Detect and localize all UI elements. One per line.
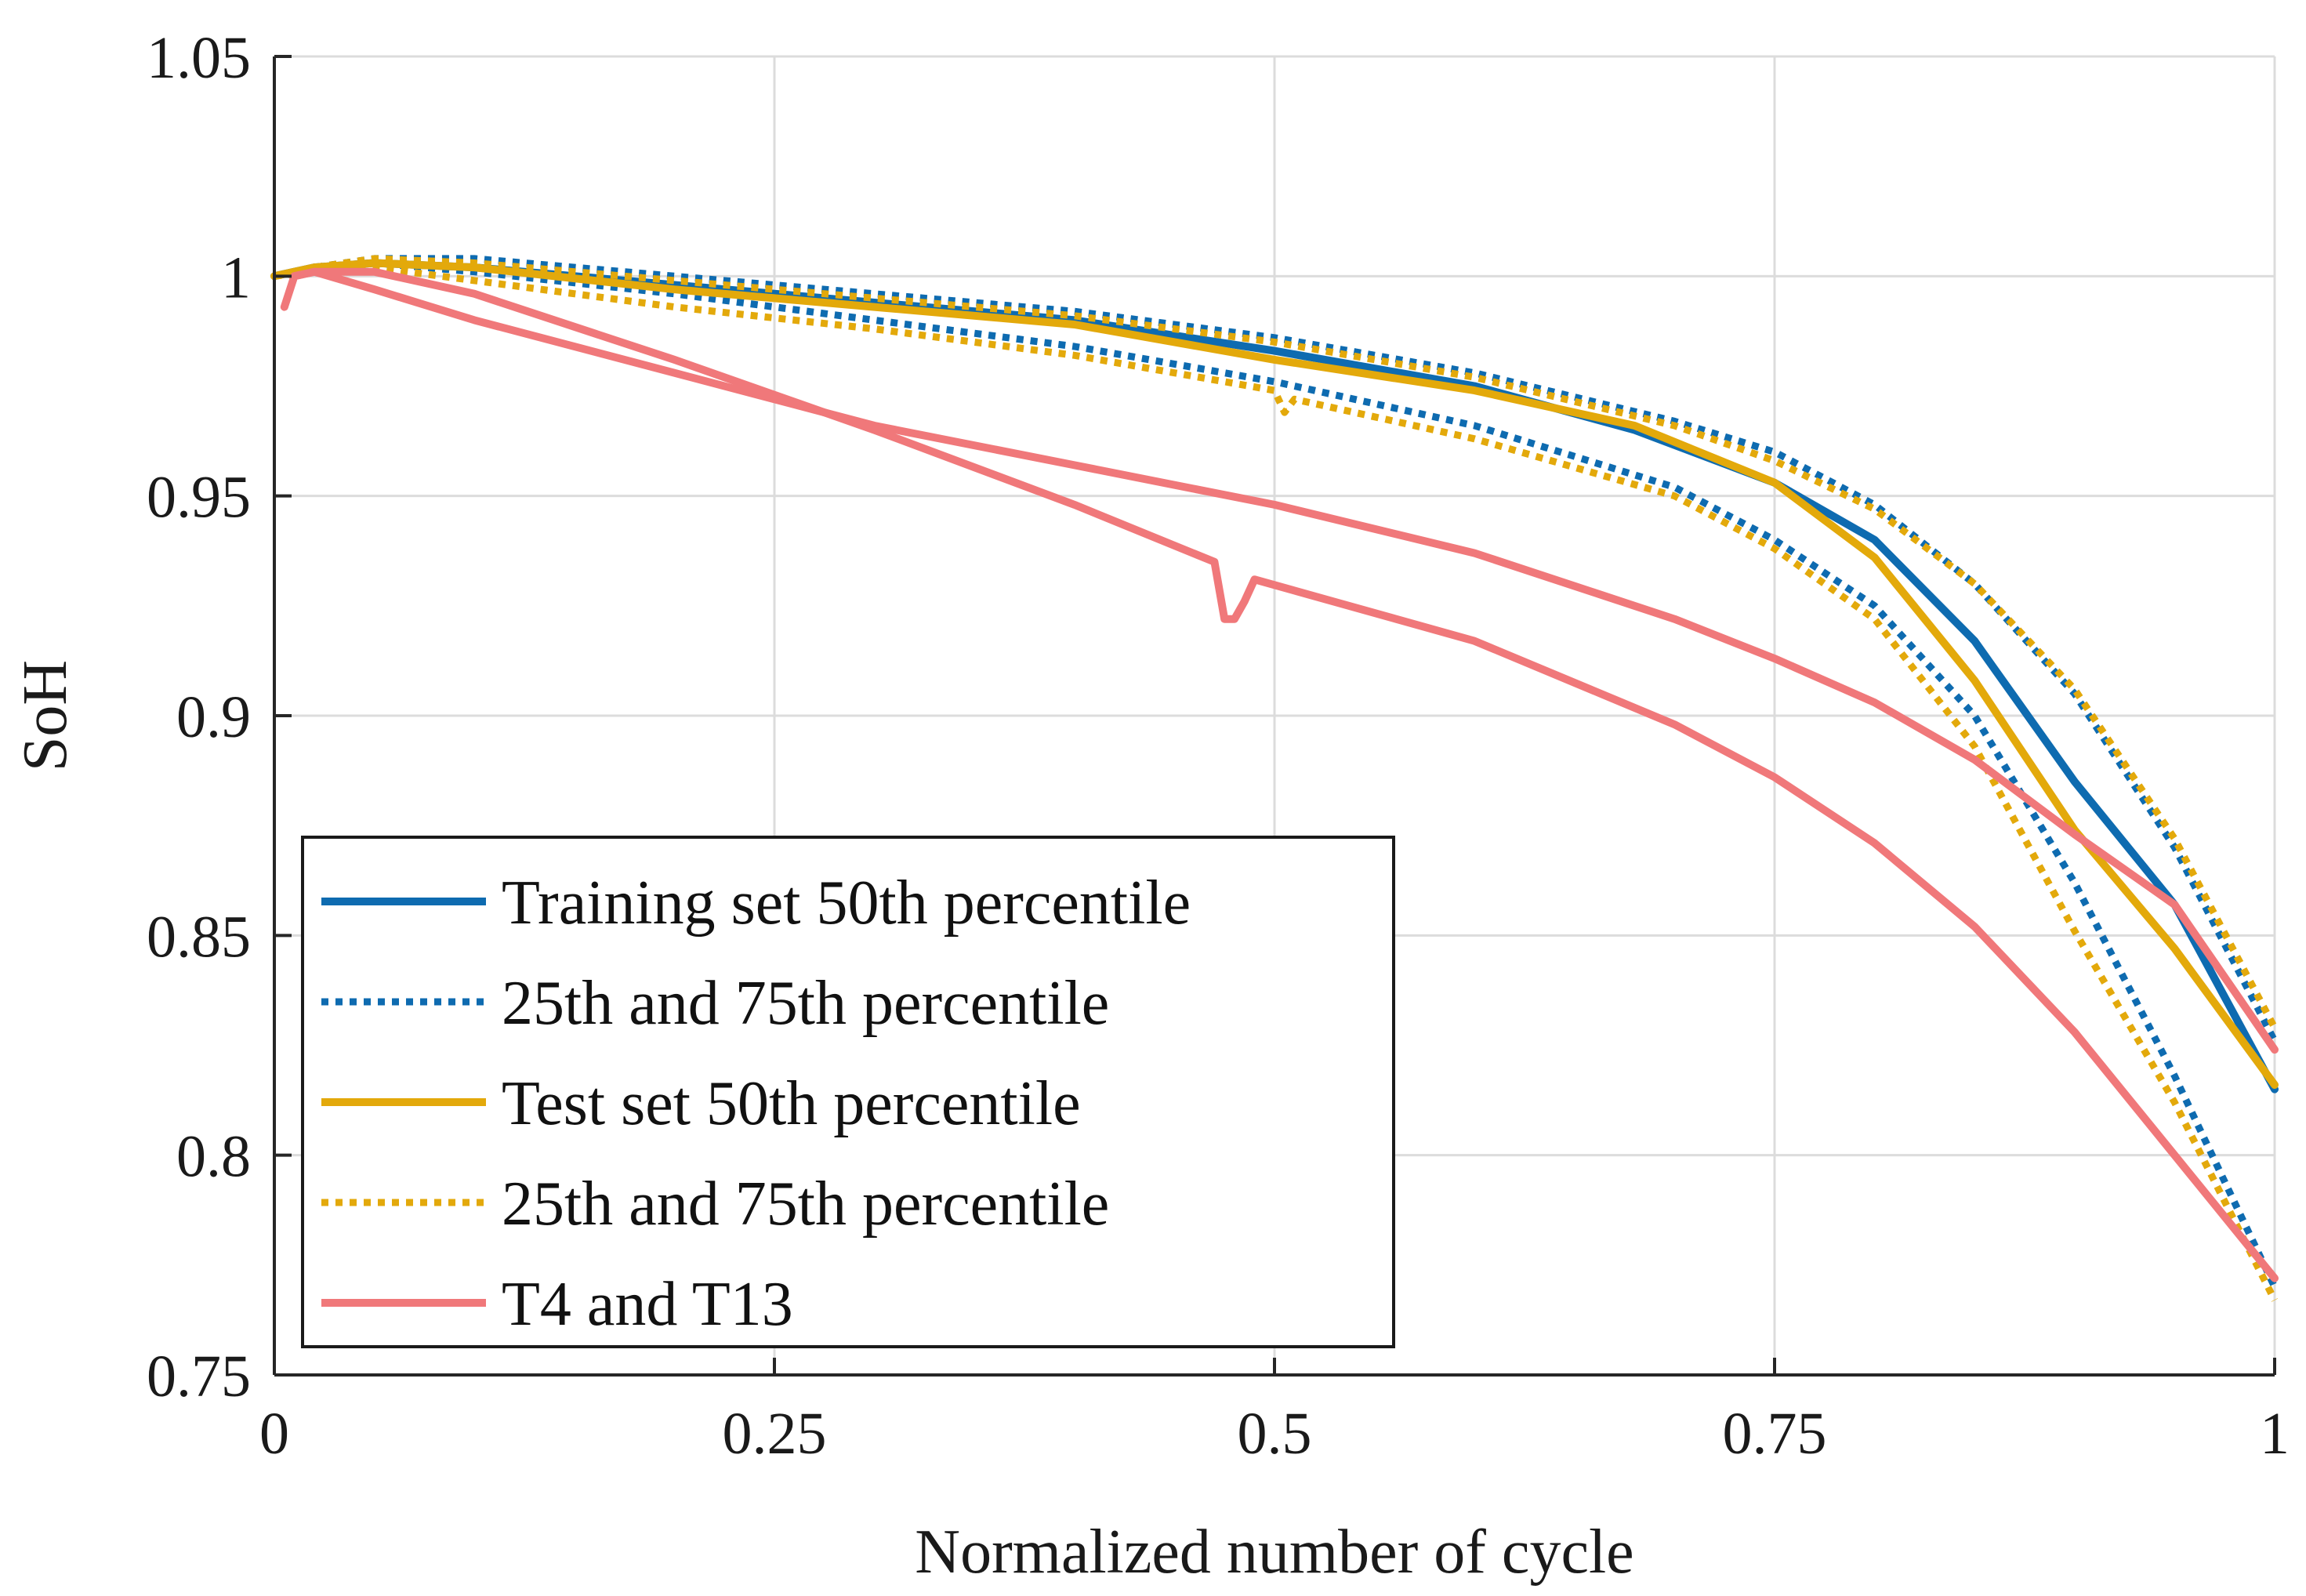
y-tick-label: 0.75 <box>147 1344 251 1409</box>
series-line <box>274 255 2278 1043</box>
y-axis-title: SoH <box>11 660 80 771</box>
y-tick-label: 1 <box>221 245 251 310</box>
y-tick-label: 0.9 <box>176 684 251 750</box>
series-group <box>270 255 2279 1302</box>
x-axis-title: Normalized number of cycle <box>915 1518 1633 1587</box>
series-line <box>274 255 2278 1030</box>
x-tick-label: 0 <box>259 1401 289 1467</box>
y-tick-label: 0.95 <box>147 465 251 531</box>
y-tick-label: 0.85 <box>147 904 251 970</box>
series-line <box>280 267 2279 1054</box>
x-tick-label: 0.75 <box>1723 1401 1827 1467</box>
ticks: 0 0.25 0.5 0.75 1 0.75 0.8 0.85 0.9 0.95 1 1.05 <box>147 25 2290 1467</box>
x-tick-label: 1 <box>2260 1401 2290 1467</box>
series-line <box>274 263 2279 1302</box>
legend-label: Test set 50th percentile <box>502 1069 1081 1138</box>
legend-label: 25th and 75th percentile <box>502 969 1109 1038</box>
y-tick-label: 1.05 <box>147 25 251 91</box>
legend-label: Training set 50th percentile <box>502 869 1191 938</box>
x-tick-label: 0.25 <box>723 1401 827 1467</box>
y-tick-label: 0.8 <box>176 1124 251 1190</box>
legend-box <box>301 836 1395 1348</box>
series-line <box>290 267 2279 1282</box>
legend-label: T4 and T13 <box>502 1270 793 1339</box>
legend-label: 25th and 75th percentile <box>502 1170 1109 1239</box>
series-line <box>270 259 2279 1089</box>
x-tick-label: 0.5 <box>1238 1401 1312 1467</box>
legend: Training set 50th percentile 25th and 75t… <box>301 836 1395 1348</box>
